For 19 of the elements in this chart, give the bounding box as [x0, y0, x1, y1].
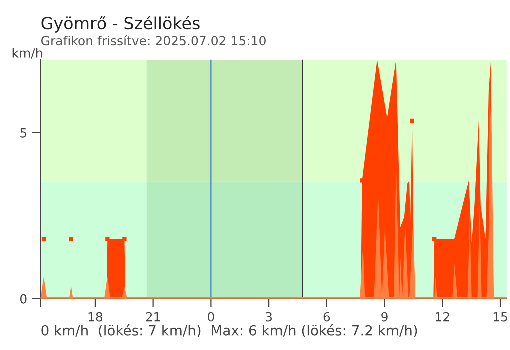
- point: [122, 237, 127, 242]
- x-tick-label: 6: [324, 312, 330, 322]
- x-tick-label: 15: [494, 312, 508, 322]
- text: 0 km/h (lökés: 7 km/h) Max: 6 km/h (lökés: 7.2 km/h): [42, 324, 418, 338]
- point: [42, 237, 46, 242]
- point: [410, 118, 415, 124]
- y-axis-title: km/h: [12, 48, 42, 59]
- x-tick-label: 9: [382, 312, 388, 322]
- y-tick-label: 5: [20, 128, 27, 138]
- point: [106, 237, 110, 242]
- chart-title: Gyömrő - Széllökés: [42, 16, 200, 33]
- chart-subtitle: Grafikon frissítve: 2025.07.02 15:10: [42, 35, 266, 46]
- x-tick-label: 0: [208, 312, 214, 322]
- point: [432, 237, 437, 242]
- point: [69, 237, 74, 242]
- x-tick-label: 3: [266, 312, 272, 322]
- x-tick-label: 18: [88, 312, 103, 322]
- x-tick-label: 21: [146, 312, 160, 322]
- x-tick-label: 12: [436, 312, 450, 322]
